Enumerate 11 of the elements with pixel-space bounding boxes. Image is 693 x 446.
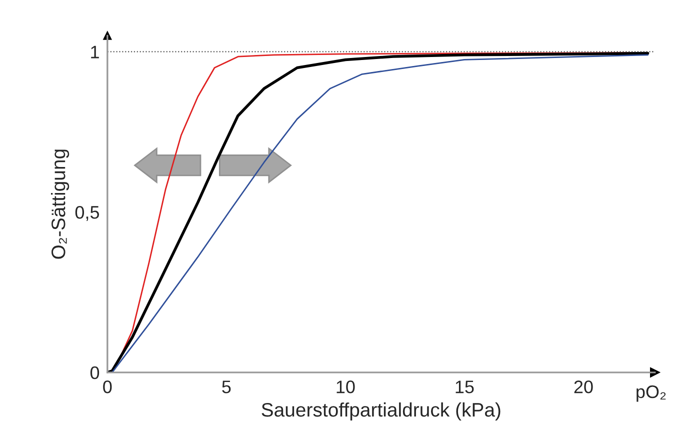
x-tick-label: 20 bbox=[574, 380, 593, 394]
x-tick-label: 0 bbox=[103, 380, 112, 394]
x-tick-label: 15 bbox=[456, 380, 474, 394]
x-axis-title: Sauerstoffpartialdruck (kPa) bbox=[262, 402, 500, 421]
text: pO₂ bbox=[636, 385, 666, 402]
y-tick-label: 0,5 bbox=[75, 206, 100, 221]
y-axis-title: O₂-Sättigung bbox=[50, 150, 70, 259]
y-tick-label: 1 bbox=[91, 46, 99, 58]
y-tick-label: 0 bbox=[90, 366, 100, 380]
x-tick-label: 5 bbox=[222, 380, 231, 394]
x-tick-label: 10 bbox=[336, 380, 355, 394]
